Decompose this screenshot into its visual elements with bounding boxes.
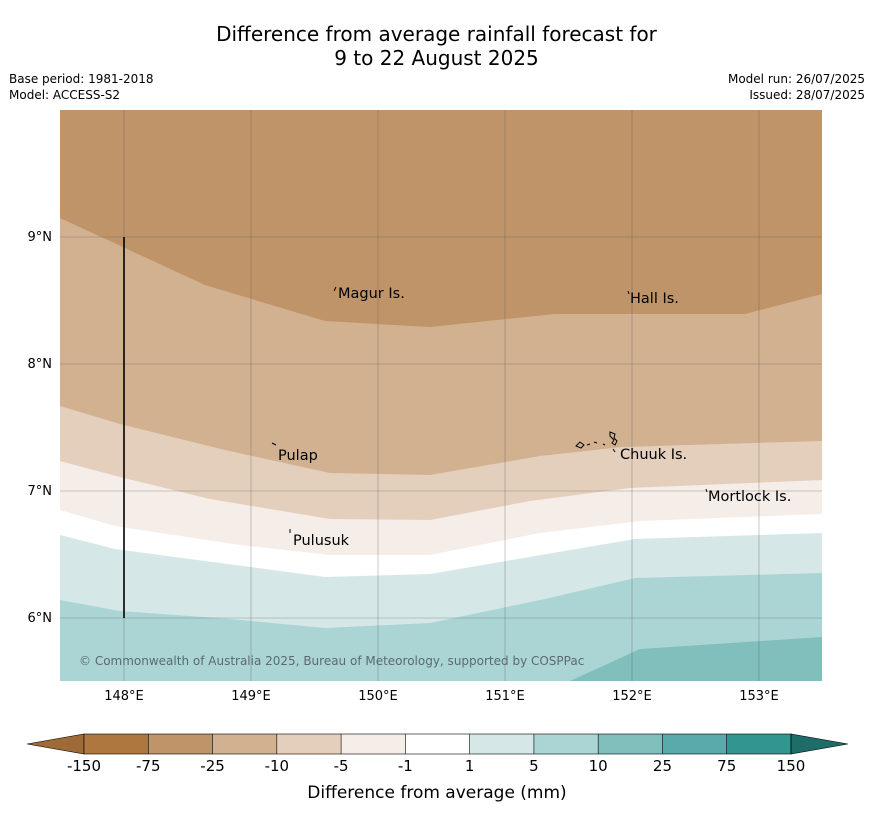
colorbar-label: -25 xyxy=(200,757,225,775)
base-period: Base period: 1981-2018 xyxy=(9,72,154,86)
colorbar-label: 10 xyxy=(589,757,608,775)
place-label-magur: Magur Is. xyxy=(338,286,405,302)
graticule xyxy=(60,110,822,681)
metadata-left: Base period: 1981-2018 Model: ACCESS-S2 xyxy=(9,71,154,103)
colorbar-bin xyxy=(469,734,535,754)
place-label-mortlock: Mortlock Is. xyxy=(708,489,791,505)
colorbar-label: 1 xyxy=(465,757,475,775)
colorbar-bin xyxy=(533,734,599,754)
colorbar-bin xyxy=(662,734,728,754)
colorbar-label: 75 xyxy=(717,757,736,775)
latitude-ticks: 9°N 8°N 7°N 6°N xyxy=(28,230,53,626)
colorbar-bin xyxy=(212,734,278,754)
colorbar-label: -5 xyxy=(334,757,349,775)
colorbar-label: -150 xyxy=(67,757,101,775)
colorbar-bins xyxy=(84,734,792,754)
lon-tick-148: 148°E xyxy=(104,689,144,704)
place-label-pulap: Pulap xyxy=(278,448,318,464)
place-label-hall: Hall Is. xyxy=(630,291,679,307)
lat-tick-9n: 9°N xyxy=(28,230,53,245)
colorbar-label: -1 xyxy=(398,757,413,775)
colorbar-label: 5 xyxy=(529,757,539,775)
colorbar-label: -75 xyxy=(136,757,161,775)
colorbar-labels: -150 -75 -25 -10 -5 -1 1 5 10 25 75 150 xyxy=(67,757,805,775)
place-labels: Magur Is. Hall Is. Pulap Chuuk Is. Mortl… xyxy=(278,286,791,549)
colorbar-bin xyxy=(148,734,213,754)
longitude-ticks: 148°E 149°E 150°E 151°E 152°E 153°E xyxy=(104,689,779,704)
colorbar-label: -10 xyxy=(265,757,290,775)
issued-date: Issued: 28/07/2025 xyxy=(749,88,865,102)
colorbar-bin xyxy=(276,734,342,754)
lon-tick-153: 153°E xyxy=(739,689,779,704)
metadata-right: Model run: 26/07/2025 Issued: 28/07/2025 xyxy=(728,71,865,103)
lat-tick-6n: 6°N xyxy=(28,611,53,626)
colorbar-bin xyxy=(598,734,663,754)
colorbar-bin xyxy=(405,734,470,754)
colorbar-bin xyxy=(84,734,149,754)
map-area: Magur Is. Hall Is. Pulap Chuuk Is. Mortl… xyxy=(60,110,822,681)
page-title: Difference from average rainfall forecas… xyxy=(0,22,873,70)
lon-tick-152: 152°E xyxy=(612,689,652,704)
colorbar-bin xyxy=(341,734,406,754)
model-run: Model run: 26/07/2025 xyxy=(727,72,865,86)
colorbar-title: Difference from average (mm) xyxy=(307,783,566,803)
copyright-notice: © Commonwealth of Australia 2025, Bureau… xyxy=(79,654,584,668)
colorbar-extend-low xyxy=(26,733,85,755)
island-outlines xyxy=(271,286,708,533)
place-label-chuuk: Chuuk Is. xyxy=(620,447,687,463)
place-label-pulusuk: Pulusuk xyxy=(293,533,350,549)
lon-tick-150: 150°E xyxy=(358,689,398,704)
title-line-1: Difference from average rainfall forecas… xyxy=(216,22,657,46)
colorbar-label: 25 xyxy=(653,757,672,775)
colorbar-outline xyxy=(83,733,792,755)
colorbar: -150 -75 -25 -10 -5 -1 1 5 10 25 75 150 Difference … xyxy=(26,733,849,803)
colorbar-extend-high xyxy=(790,733,849,755)
title-line-2: 9 to 22 August 2025 xyxy=(334,46,539,70)
colorbar-bin xyxy=(726,734,792,754)
lon-tick-151: 151°E xyxy=(485,689,525,704)
lat-tick-7n: 7°N xyxy=(28,484,53,499)
model-name: Model: ACCESS-S2 xyxy=(9,88,121,102)
colorbar-label: 150 xyxy=(777,757,806,775)
lon-tick-149: 149°E xyxy=(231,689,271,704)
lat-tick-8n: 8°N xyxy=(28,357,53,372)
